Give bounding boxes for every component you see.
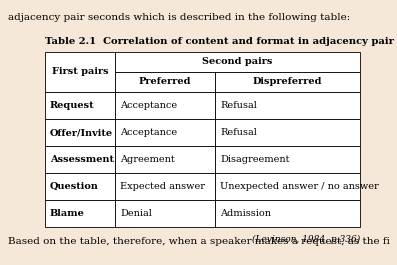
Text: Question: Question — [50, 182, 99, 191]
Text: Refusal: Refusal — [220, 128, 257, 137]
Text: First pairs: First pairs — [52, 68, 108, 77]
Text: Acceptance: Acceptance — [120, 128, 177, 137]
Text: Based on the table, therefore, when a speaker makes a request, as the fi: Based on the table, therefore, when a sp… — [8, 237, 390, 246]
Bar — [115, 72, 215, 92]
Text: Agreement: Agreement — [120, 155, 175, 164]
Text: Unexpected answer / no answer: Unexpected answer / no answer — [220, 182, 379, 191]
Bar — [45, 119, 115, 146]
Text: Table 2.1  Correlation of content and format in adjacency pair sequences: Table 2.1 Correlation of content and for… — [45, 37, 397, 46]
Bar — [215, 146, 360, 173]
Text: Acceptance: Acceptance — [120, 101, 177, 110]
Text: Assessment: Assessment — [50, 155, 114, 164]
Text: Admission: Admission — [220, 209, 271, 218]
Bar — [115, 173, 215, 200]
Bar — [215, 72, 360, 92]
Bar — [45, 146, 115, 173]
Text: Offer/Invite: Offer/Invite — [50, 128, 113, 137]
Bar — [115, 119, 215, 146]
Text: Preferred: Preferred — [139, 77, 191, 86]
Bar — [215, 119, 360, 146]
Bar — [115, 52, 360, 72]
Bar — [45, 200, 115, 227]
Bar — [215, 92, 360, 119]
Bar — [215, 200, 360, 227]
Text: Refusal: Refusal — [220, 101, 257, 110]
Text: Expected answer: Expected answer — [120, 182, 205, 191]
Text: Blame: Blame — [50, 209, 85, 218]
Text: Disagreement: Disagreement — [220, 155, 289, 164]
Bar — [115, 92, 215, 119]
Text: Dispreferred: Dispreferred — [253, 77, 322, 86]
Text: Request: Request — [50, 101, 94, 110]
Text: (Levinson, 1984, p.336): (Levinson, 1984, p.336) — [252, 235, 360, 244]
Bar — [115, 200, 215, 227]
Text: Second pairs: Second pairs — [202, 58, 273, 67]
Bar — [115, 146, 215, 173]
Bar — [45, 173, 115, 200]
Bar — [45, 92, 115, 119]
Text: adjacency pair seconds which is described in the following table:: adjacency pair seconds which is describe… — [8, 13, 350, 22]
Text: Denial: Denial — [120, 209, 152, 218]
Bar — [215, 173, 360, 200]
Bar — [45, 52, 115, 92]
